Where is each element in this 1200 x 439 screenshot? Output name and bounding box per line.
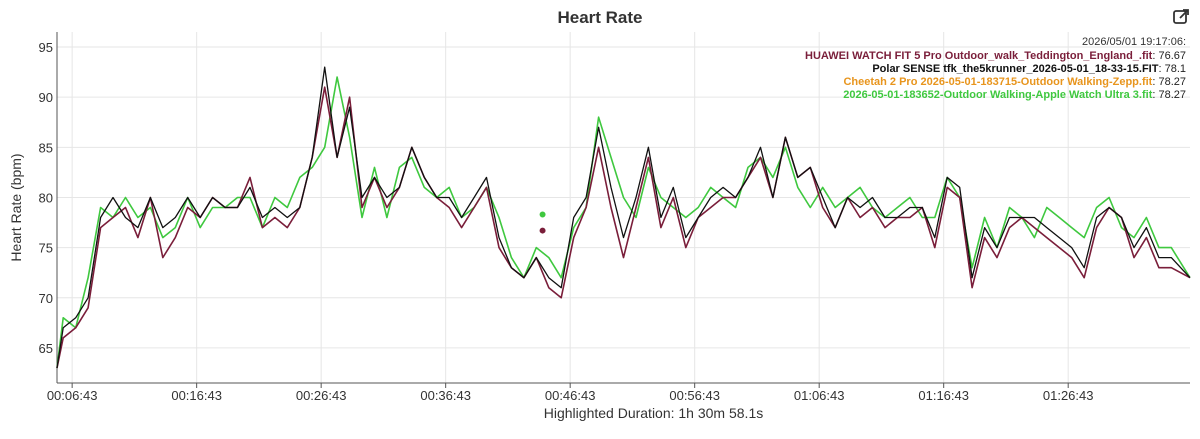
- tooltip-entry-name: Cheetah 2 Pro 2026-05-01-183715-Outdoor …: [843, 76, 1152, 88]
- tooltip-entry-value: : 78.27: [1152, 89, 1186, 101]
- series-group: [56, 66, 1191, 369]
- tooltip-entry: Polar SENSE tfk_the5krunner_2026-05-01_1…: [872, 63, 1186, 75]
- series-line-huawei: [56, 86, 1191, 369]
- y-tick-label: 85: [39, 140, 53, 155]
- tooltip-entry: 2026-05-01-183652-Outdoor Walking-Apple …: [843, 89, 1186, 101]
- hover-marker: [538, 226, 547, 235]
- y-axis: 65 70 75 80 85 90 95: [39, 32, 58, 383]
- tooltip-entry-value: : 78.1: [1158, 63, 1186, 75]
- tooltip-entry-name: HUAWEI WATCH FIT 5 Pro Outdoor_walk_Tedd…: [805, 50, 1153, 62]
- y-tick-label: 65: [39, 341, 53, 356]
- export-icon[interactable]: [1172, 8, 1190, 26]
- x-axis: 00:06:43 00:16:43 00:26:43 00:36:43 00:46:43…: [47, 382, 1190, 403]
- y-tick-label: 95: [39, 40, 53, 55]
- tooltip-entry-value: : 76.67: [1152, 50, 1186, 62]
- x-tick-label: 00:16:43: [171, 388, 222, 403]
- series-line-polar: [56, 66, 1191, 369]
- tooltip-entry-name: 2026-05-01-183652-Outdoor Walking-Apple …: [843, 89, 1152, 101]
- markers-group: [538, 210, 547, 235]
- x-tick-label: 00:56:43: [669, 388, 720, 403]
- y-tick-label: 75: [39, 241, 53, 256]
- tooltip-entry: Cheetah 2 Pro 2026-05-01-183715-Outdoor …: [843, 76, 1186, 88]
- grid: [57, 32, 1190, 383]
- tooltip-entry: HUAWEI WATCH FIT 5 Pro Outdoor_walk_Tedd…: [805, 50, 1186, 62]
- tooltip-timestamp: 2026/05/01 19:17:06:: [1082, 36, 1186, 48]
- y-axis-label: Heart Rate (bpm): [8, 153, 24, 261]
- y-tick-label: 70: [39, 291, 53, 306]
- tooltip-entry-value: : 78.27: [1152, 76, 1186, 88]
- x-tick-label: 00:26:43: [296, 388, 347, 403]
- y-tick-label: 90: [39, 90, 53, 105]
- hover-marker: [538, 210, 547, 219]
- x-tick-label: 00:36:43: [420, 388, 471, 403]
- chart-title: Heart Rate: [557, 8, 642, 27]
- series-line-apple: [56, 76, 1191, 369]
- x-tick-label: 01:16:43: [918, 388, 969, 403]
- x-tick-label: 01:26:43: [1043, 388, 1094, 403]
- y-tick-label: 80: [39, 190, 53, 205]
- x-tick-label: 00:46:43: [545, 388, 596, 403]
- x-tick-label: 00:06:43: [47, 388, 98, 403]
- legend-tooltip: 2026/05/01 19:17:06: HUAWEI WATCH FIT 5 P…: [805, 36, 1186, 101]
- x-tick-label: 01:06:43: [794, 388, 845, 403]
- tooltip-entry-name: Polar SENSE tfk_the5krunner_2026-05-01_1…: [872, 63, 1158, 75]
- x-axis-label: Highlighted Duration: 1h 30m 58.1s: [544, 405, 763, 421]
